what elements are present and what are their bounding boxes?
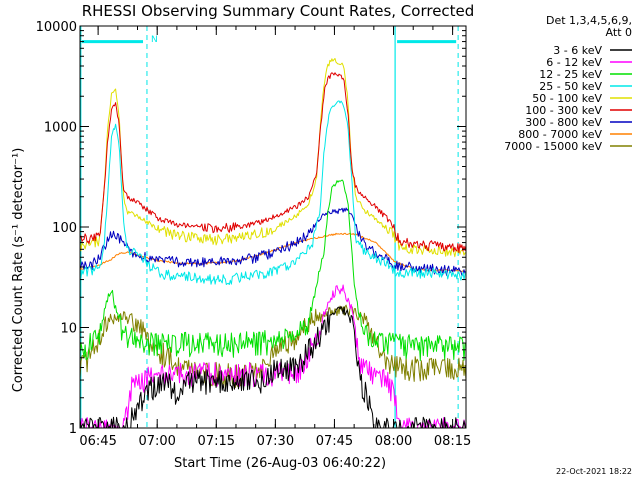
x-axis-label: Start Time (26-Aug-03 06:40:22) — [174, 456, 386, 471]
series-line-50-100-kev — [79, 58, 467, 258]
x-tick-label: 07:30 — [257, 434, 294, 449]
series-line-12-25-kev — [79, 179, 467, 362]
y-tick-label: 1 — [69, 422, 77, 437]
plot-frame — [79, 25, 467, 429]
legend-header-line-2: Att 0 — [606, 26, 632, 39]
legend-label-100-300-kev: 100 - 300 keV — [525, 104, 602, 117]
legend-label-3-6-kev: 3 - 6 keV — [553, 44, 602, 57]
y-tick-label: 1000 — [44, 121, 77, 136]
series-line-7000-15000-kev — [79, 304, 467, 388]
legend-label-800-7000-kev: 800 - 7000 keV — [518, 128, 602, 141]
chart-title: RHESSI Observing Summary Count Rates, Co… — [82, 2, 475, 20]
x-tick-label: 08:15 — [434, 434, 471, 449]
x-tick-label: 07:15 — [198, 434, 235, 449]
data-layer — [79, 26, 467, 429]
x-tick-label: 07:00 — [138, 434, 175, 449]
y-axis-label: Corrected Count Rate (s⁻¹ detector⁻¹) — [11, 148, 26, 393]
series-line-100-300-kev — [79, 72, 467, 254]
legend-label-300-800-kev: 300 - 800 keV — [525, 116, 602, 129]
y-tick-label: 10 — [60, 322, 77, 337]
legend-label-12-25-kev: 12 - 25 keV — [539, 68, 602, 81]
legend-label-25-50-kev: 25 - 50 keV — [539, 80, 602, 93]
night-marker: N — [151, 35, 158, 45]
legend-header-line-1: Det 1,3,4,5,6,9, — [546, 14, 632, 27]
legend-label-6-12-kev: 6 - 12 keV — [546, 56, 602, 69]
legend-label-7000-15000-kev: 7000 - 15000 keV — [504, 140, 602, 153]
x-tick-label: 08:00 — [375, 434, 412, 449]
axis-layer: 1 10 100 1000 10000 06:45 07:00 07:15 07:30 07:45… — [36, 20, 472, 449]
x-tick-label: 06:45 — [79, 434, 116, 449]
y-tick-label: 10000 — [36, 20, 77, 35]
timestamp: 22-Oct-2021 18:22 — [556, 467, 632, 476]
series-line-25-50-kev — [79, 100, 467, 285]
legend-label-50-100-kev: 50 - 100 keV — [532, 92, 602, 105]
x-tick-label: 07:45 — [316, 434, 353, 449]
y-tick-label: 100 — [52, 221, 77, 236]
